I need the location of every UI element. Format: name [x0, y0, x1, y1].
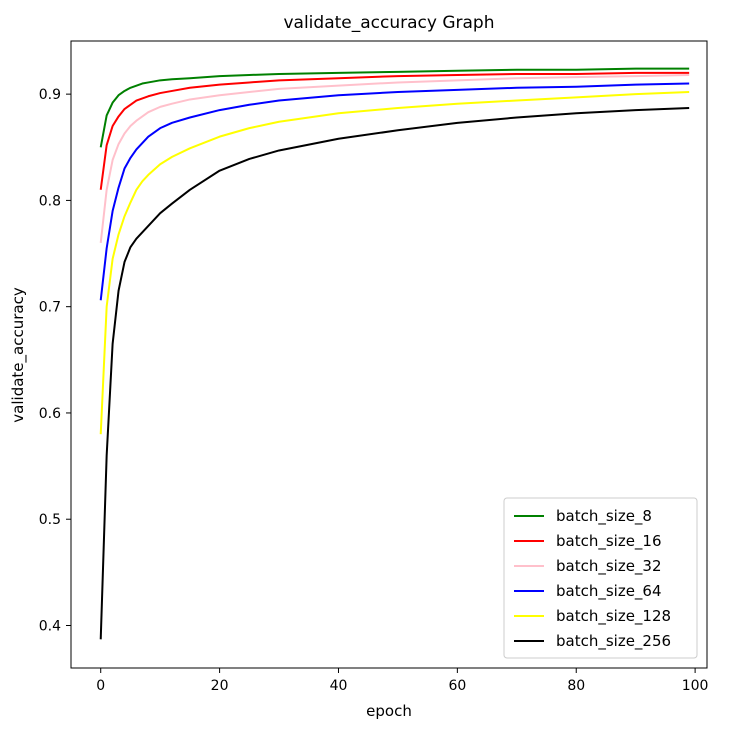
series-line-batch-size-32 [99, 74, 690, 244]
legend-box [503, 497, 698, 659]
y-axis-ticks: 0.4 0.5 0.6 0.7 0.8 0.9 [39, 87, 71, 634]
x-tick-label: 0 [96, 678, 105, 694]
plot-lines [99, 67, 690, 640]
x-tick-label: 20 [211, 678, 229, 694]
plot-frame [70, 40, 708, 669]
series-line-batch-size-256 [99, 106, 690, 640]
y-tick-label: 0.8 [39, 193, 61, 209]
series-line-batch-size-64 [99, 82, 690, 301]
series-line-batch-size-8 [99, 67, 690, 148]
x-axis-ticks: 0 20 40 60 80 100 [96, 668, 708, 694]
chart-title: validate_accuracy Graph [283, 13, 494, 33]
y-tick-label: 0.7 [39, 300, 61, 316]
legend-label: batch_size_8 [556, 507, 652, 526]
y-axis-label: validate_accuracy [9, 287, 28, 423]
y-tick-label: 0.6 [39, 406, 61, 422]
legend-label: batch_size_64 [556, 582, 662, 601]
legend-label: batch_size_128 [556, 607, 671, 626]
y-tick-label: 0.5 [39, 512, 61, 528]
x-tick-label: 80 [567, 678, 585, 694]
legend-label: batch_size_32 [556, 557, 662, 576]
legend: batch_size_8 batch_size_16 batch_size_32ba… [503, 497, 698, 659]
x-tick-label: 60 [448, 678, 466, 694]
legend-label: batch_size_256 [556, 632, 671, 651]
y-tick-label: 0.9 [39, 87, 61, 103]
series-line-batch-size-128 [99, 91, 690, 435]
x-tick-label: 40 [330, 678, 348, 694]
x-tick-label: 100 [682, 678, 709, 694]
series-line-batch-size-16 [99, 71, 690, 190]
x-axis-label: epoch [366, 702, 412, 720]
legend-label: batch_size_16 [556, 532, 662, 551]
y-tick-label: 0.4 [39, 618, 61, 634]
